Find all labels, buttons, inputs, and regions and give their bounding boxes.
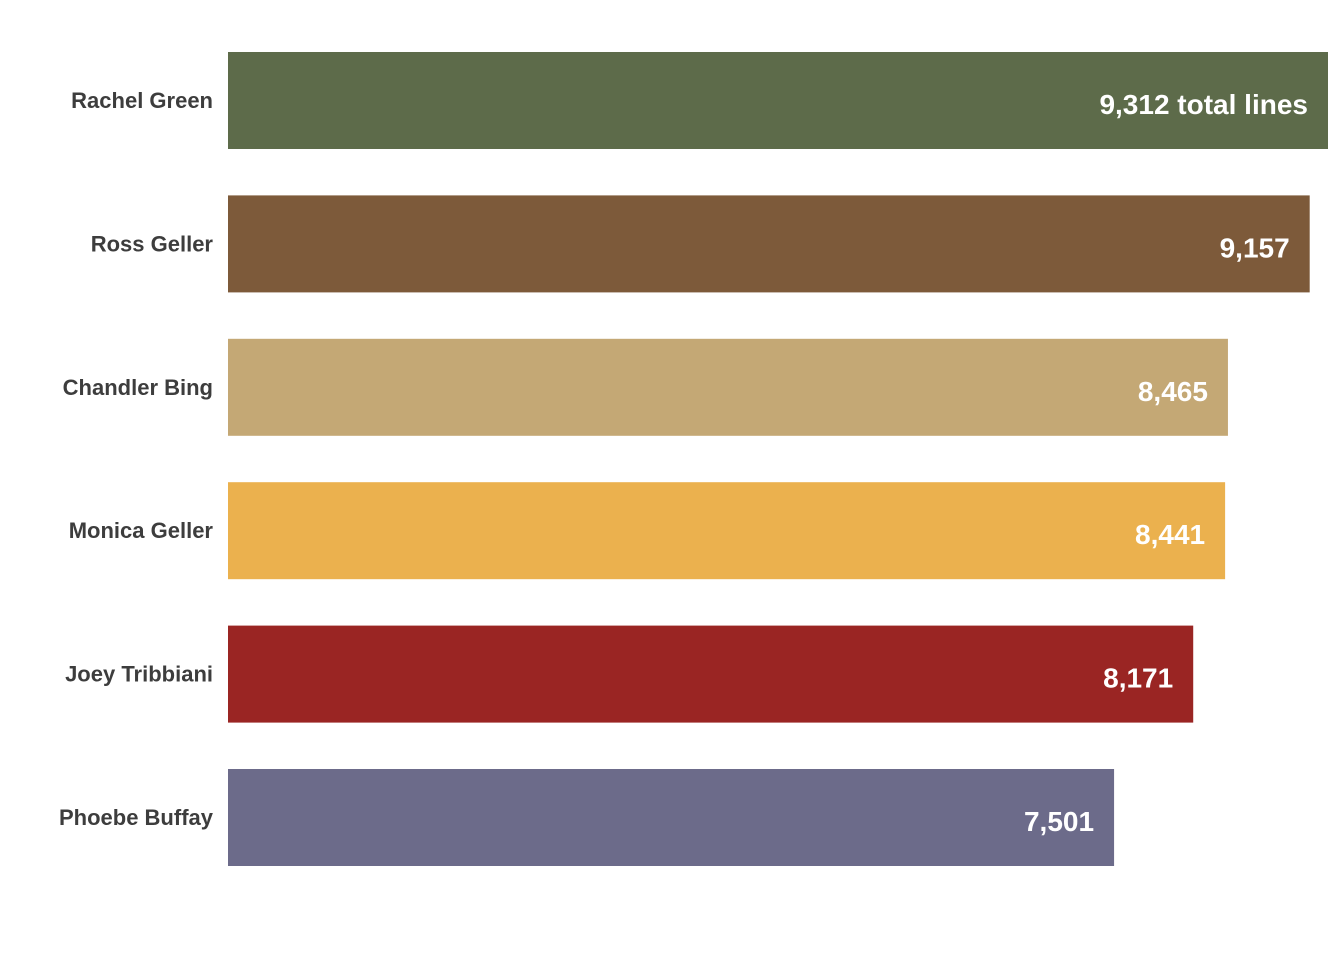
value-labels: 9,312 total lines 9,157 8,465 8,441 8,171 7,5…	[1024, 89, 1308, 837]
category-label-rachel-green: Rachel Green	[71, 88, 213, 113]
bar-ross-geller	[228, 195, 1310, 293]
bar-monica-geller	[228, 482, 1226, 580]
category-label-joey-tribbiani: Joey Tribbiani	[65, 662, 213, 687]
value-label-rachel-green: 9,312 total lines	[1099, 89, 1308, 120]
category-label-monica-geller: Monica Geller	[69, 518, 214, 543]
bar-chandler-bing	[228, 338, 1228, 436]
category-label-phoebe-buffay: Phoebe Buffay	[59, 805, 214, 830]
bar-joey-tribbiani	[228, 625, 1194, 723]
value-label-phoebe-buffay: 7,501	[1024, 806, 1094, 837]
bar-rachel-green	[228, 52, 1328, 149]
value-label-monica-geller: 8,441	[1135, 519, 1205, 550]
category-labels: Rachel Green Ross Geller Chandler Bing Moni…	[59, 88, 214, 830]
category-label-ross-geller: Ross Geller	[91, 231, 214, 256]
value-label-chandler-bing: 8,465	[1138, 376, 1208, 407]
bars-layer	[228, 52, 1328, 866]
category-label-chandler-bing: Chandler Bing	[63, 375, 213, 400]
bar-phoebe-buffay	[228, 769, 1115, 866]
value-label-ross-geller: 9,157	[1220, 232, 1290, 263]
value-label-joey-tribbiani: 8,171	[1103, 663, 1173, 694]
